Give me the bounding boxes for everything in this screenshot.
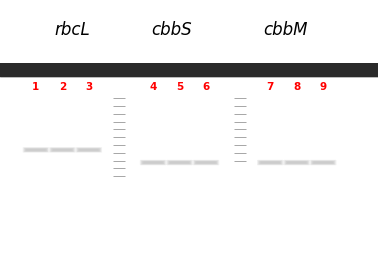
FancyBboxPatch shape xyxy=(143,162,163,164)
FancyBboxPatch shape xyxy=(167,160,192,165)
Text: cbbS: cbbS xyxy=(152,21,192,39)
FancyBboxPatch shape xyxy=(141,160,165,165)
FancyBboxPatch shape xyxy=(170,162,189,164)
Text: 6: 6 xyxy=(202,82,210,92)
Text: rbcL: rbcL xyxy=(54,21,90,39)
FancyBboxPatch shape xyxy=(284,160,310,165)
FancyBboxPatch shape xyxy=(50,148,74,152)
FancyBboxPatch shape xyxy=(257,160,284,165)
FancyBboxPatch shape xyxy=(258,160,282,165)
FancyBboxPatch shape xyxy=(140,160,166,165)
FancyBboxPatch shape xyxy=(23,147,49,153)
Text: 9: 9 xyxy=(320,82,327,92)
FancyBboxPatch shape xyxy=(49,147,76,153)
Text: 8: 8 xyxy=(293,82,301,92)
Text: 2: 2 xyxy=(59,82,66,92)
FancyBboxPatch shape xyxy=(77,148,101,152)
FancyBboxPatch shape xyxy=(260,162,280,164)
FancyBboxPatch shape xyxy=(194,160,218,165)
FancyBboxPatch shape xyxy=(79,149,99,151)
Text: 3: 3 xyxy=(85,82,93,92)
FancyBboxPatch shape xyxy=(313,162,333,164)
FancyBboxPatch shape xyxy=(311,160,335,165)
Text: cbbM: cbbM xyxy=(263,21,308,39)
FancyBboxPatch shape xyxy=(310,160,336,165)
FancyBboxPatch shape xyxy=(195,161,217,164)
FancyBboxPatch shape xyxy=(53,149,72,151)
FancyBboxPatch shape xyxy=(78,148,100,151)
FancyBboxPatch shape xyxy=(26,149,46,151)
Text: 4: 4 xyxy=(149,82,157,92)
FancyBboxPatch shape xyxy=(285,160,309,165)
FancyBboxPatch shape xyxy=(286,161,308,164)
FancyBboxPatch shape xyxy=(193,160,219,165)
FancyBboxPatch shape xyxy=(196,162,216,164)
FancyBboxPatch shape xyxy=(142,161,164,164)
Text: 1: 1 xyxy=(32,82,40,92)
FancyBboxPatch shape xyxy=(25,148,47,151)
FancyBboxPatch shape xyxy=(76,147,102,153)
Text: 7: 7 xyxy=(266,82,274,92)
FancyBboxPatch shape xyxy=(287,162,307,164)
FancyBboxPatch shape xyxy=(166,160,193,165)
FancyBboxPatch shape xyxy=(259,161,281,164)
FancyBboxPatch shape xyxy=(312,161,334,164)
Text: 5: 5 xyxy=(176,82,183,92)
FancyBboxPatch shape xyxy=(169,161,191,164)
FancyBboxPatch shape xyxy=(24,148,48,152)
Bar xyxy=(0,50,378,77)
FancyBboxPatch shape xyxy=(51,148,73,151)
